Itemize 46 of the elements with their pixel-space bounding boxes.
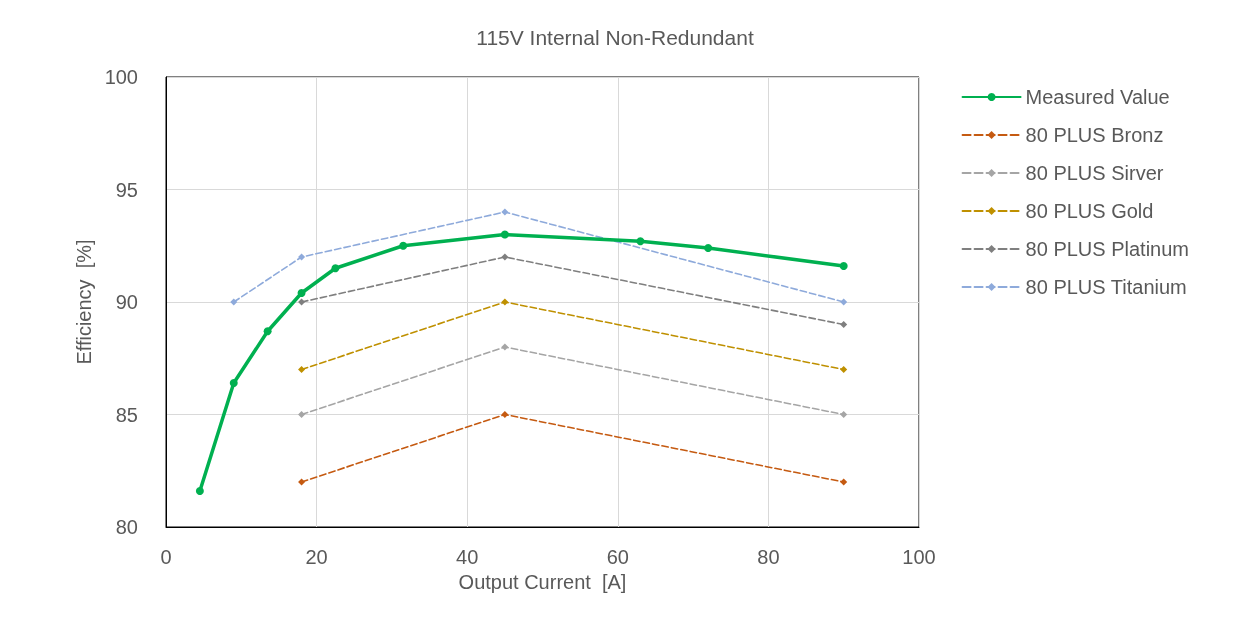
point	[298, 411, 306, 418]
point	[839, 262, 848, 270]
x-tick-label: 20	[305, 546, 328, 568]
point	[840, 298, 848, 306]
chart-title: 115V Internal Non-Redundant	[476, 26, 754, 49]
point	[399, 241, 408, 250]
point	[297, 289, 306, 297]
x-tick-label: 80	[757, 546, 780, 568]
legend-label: 80 PLUS Gold	[1025, 200, 1154, 222]
legend-label: 80 PLUS Sirver	[1025, 162, 1164, 184]
point	[501, 253, 509, 261]
point	[298, 478, 306, 486]
legend-label: 80 PLUS Bronz	[1025, 124, 1164, 146]
point	[230, 298, 238, 306]
legend-label: 80 PLUS Titanium	[1025, 276, 1187, 298]
legend-label: 80 PLUS Platinum	[1025, 238, 1189, 260]
point	[298, 253, 306, 261]
point	[331, 264, 340, 273]
x-tick-label: 100	[902, 546, 936, 568]
legend-label: Measured Value	[1025, 86, 1170, 108]
y-axis-title: Efficiency [%]	[72, 239, 95, 365]
point	[840, 411, 848, 418]
point	[704, 244, 713, 252]
point	[501, 411, 509, 418]
point	[298, 298, 306, 306]
y-tick-label: 85	[115, 403, 138, 426]
point	[840, 478, 848, 486]
point	[500, 230, 509, 239]
x-tick-label: 0	[160, 546, 172, 568]
point	[636, 237, 645, 246]
x-axis-title: Output Current [A]	[458, 570, 627, 593]
y-tick-label: 90	[115, 291, 138, 313]
y-tick-label: 80	[115, 516, 138, 538]
point	[840, 366, 848, 373]
point	[229, 379, 238, 387]
point	[263, 327, 272, 336]
point	[840, 321, 848, 328]
point	[501, 343, 509, 351]
y-tick-label: 95	[115, 178, 138, 201]
x-tick-label: 60	[606, 546, 629, 568]
x-tick-label: 40	[456, 546, 479, 568]
point	[195, 487, 204, 495]
point	[501, 298, 509, 306]
y-tick-label: 100	[104, 66, 138, 88]
point	[501, 208, 509, 216]
point	[298, 366, 306, 373]
